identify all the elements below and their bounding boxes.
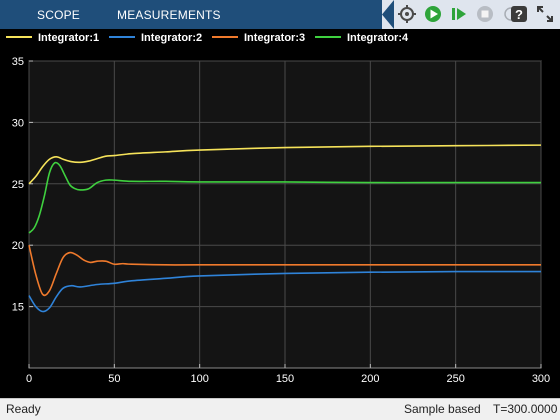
x-tick-label: 0 [26,373,32,385]
y-tick-label: 25 [12,179,24,191]
step-forward-icon[interactable] [448,3,470,25]
legend: Integrator:1 Integrator:2 Integrator:3 I… [0,29,560,48]
legend-label: Integrator:1 [38,32,100,44]
legend-label: Integrator:4 [347,32,409,44]
x-tick-label: 150 [276,373,294,385]
status-ready: Ready [6,402,41,416]
series-line-2 [28,270,542,313]
run-icon[interactable] [422,3,444,25]
legend-item-integrator-1[interactable]: Integrator:1 [6,32,99,44]
x-tick-label: 50 [108,373,120,385]
x-tick-label: 200 [361,373,379,385]
legend-swatch [212,36,238,39]
series-line-3 [28,245,541,297]
y-tick-label: 30 [12,117,24,129]
status-sim-time: T=300.0000 [493,402,558,416]
legend-item-integrator-2[interactable]: Integrator:2 [109,32,202,44]
legend-swatch [109,36,135,39]
help-icon[interactable]: ? [508,3,530,25]
legend-label: Integrator:2 [141,32,203,44]
x-tick-label: 250 [446,373,464,385]
y-tick-label: 35 [12,56,24,68]
legend-item-integrator-3[interactable]: Integrator:3 [212,32,305,44]
scope-toolbar: SCOPE MEASUREMENTS ? [0,0,560,29]
toolbar-button-strip: ? [382,0,560,29]
tab-scope[interactable]: SCOPE [37,8,81,22]
legend-label: Integrator:3 [244,32,306,44]
stop-icon[interactable] [474,3,496,25]
legend-swatch [6,36,32,39]
expand-icon[interactable] [534,3,556,25]
tab-measurements[interactable]: MEASUREMENTS [117,8,221,22]
status-bar: Ready Sample based T=300.0000 [0,398,560,420]
x-tick-label: 100 [190,373,208,385]
plot-area[interactable]: 0 50 100 150 200 250 300 15 20 25 30 35 [0,48,560,398]
legend-swatch [315,36,341,39]
x-tick-label: 300 [532,373,550,385]
y-tick-label: 20 [12,240,24,252]
settings-icon[interactable] [396,3,418,25]
svg-text:?: ? [515,7,523,22]
series-line-4 [28,161,541,234]
status-sample-mode: Sample based [404,402,481,416]
legend-item-integrator-4[interactable]: Integrator:4 [315,32,408,44]
strip-arrow [382,0,394,29]
y-tick-label: 15 [12,302,24,314]
scope-chart[interactable]: 0 50 100 150 200 250 300 15 20 25 30 35 [0,48,560,398]
series-line-1 [28,144,542,185]
